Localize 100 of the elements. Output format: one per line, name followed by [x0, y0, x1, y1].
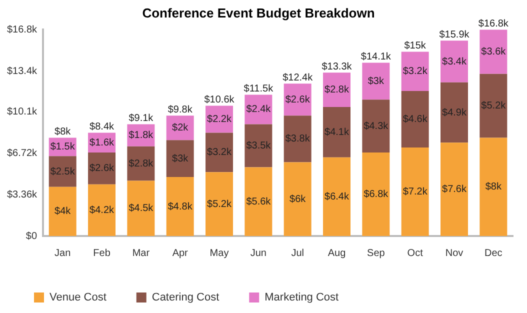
bar: [48, 156, 76, 187]
data-label: $2.8k: [128, 158, 154, 170]
data-label: $6.8k: [364, 188, 390, 200]
total-label: $11.5k: [244, 83, 274, 94]
data-label: $4.3k: [364, 120, 390, 132]
bar: [127, 180, 155, 236]
bar: [284, 162, 312, 236]
x-tick-label: Dec: [484, 248, 502, 259]
bar: [401, 52, 429, 92]
data-label: $2.6k: [285, 94, 311, 106]
data-label: $2.4k: [246, 104, 272, 116]
data-label: $3k: [368, 76, 385, 87]
x-tick-label: Oct: [407, 248, 424, 259]
x-tick-label: Apr: [172, 248, 189, 259]
bar: [48, 186, 76, 236]
bar: [401, 148, 429, 236]
x-tick-label: Aug: [328, 248, 346, 259]
legend-label: Venue Cost: [50, 292, 106, 304]
data-label: $4.9k: [442, 107, 468, 118]
chart-title: Conference Event Budget Breakdown: [142, 5, 375, 20]
bar: [284, 84, 312, 116]
x-tick-label: Nov: [445, 248, 464, 259]
total-label: $12.4k: [282, 72, 314, 84]
y-tick-label: $13.4k: [6, 66, 38, 78]
total-label: $14.1k: [360, 52, 392, 63]
bar: [440, 40, 468, 82]
bar: [401, 91, 429, 148]
y-tick-label: $6.72k: [6, 148, 38, 160]
data-label: $8k: [485, 182, 502, 193]
data-label: $2.8k: [324, 84, 350, 96]
bar: [166, 140, 194, 178]
y-tick-label: $3.36k: [6, 189, 38, 200]
bar: [323, 72, 351, 107]
data-label: $5.6k: [246, 196, 272, 208]
data-label: $1.8k: [128, 130, 154, 142]
data-label: $3.5k: [246, 140, 272, 152]
data-label: $4.8k: [168, 201, 194, 212]
data-label: $6.4k: [324, 191, 350, 202]
data-label: $7.2k: [402, 186, 428, 198]
legend-label: Marketing Cost: [264, 292, 339, 304]
data-label: $3.6k: [481, 46, 507, 58]
y-tick-label: $10.1k: [6, 106, 38, 118]
data-label: $3.4k: [442, 56, 468, 68]
legend-label: Catering Cost: [152, 292, 220, 304]
total-label: $10.6k: [204, 94, 236, 106]
bar: [440, 142, 468, 236]
bar: [362, 100, 390, 152]
x-tick-label: Jun: [250, 248, 266, 259]
bar: [244, 167, 272, 236]
bar: [88, 184, 116, 236]
total-label: $9.8k: [168, 104, 194, 116]
data-label: $4.2k: [90, 204, 115, 216]
data-label: $7.6k: [442, 184, 468, 196]
data-label: $4k: [54, 206, 72, 218]
bar: [480, 30, 508, 74]
data-label: $2.6k: [90, 163, 115, 174]
total-label: $8k: [54, 126, 72, 138]
y-tick-label: $0: [26, 230, 38, 242]
data-label: $2k: [172, 122, 190, 134]
bar: [206, 132, 234, 172]
y-tick-label: $16.8k: [6, 24, 38, 36]
bar: [166, 116, 194, 140]
total-label: $9.1k: [128, 112, 154, 124]
bar: [362, 152, 390, 236]
bar: [362, 62, 390, 100]
data-label: $6k: [290, 194, 307, 205]
data-label: $5.2k: [481, 100, 507, 112]
bar: [480, 74, 508, 138]
data-label: $2.2k: [207, 114, 232, 126]
bar: [323, 157, 351, 236]
data-label: $3.2k: [207, 147, 232, 158]
data-label: $1.6k: [90, 137, 115, 148]
bar: [440, 82, 468, 143]
data-label: $4.6k: [402, 114, 428, 126]
data-label: $1.5k: [50, 142, 76, 153]
bar: [244, 124, 272, 168]
data-label: $3.8k: [285, 134, 311, 145]
bar: [166, 177, 194, 236]
x-tick-label: Mar: [132, 248, 150, 259]
bar: [284, 116, 312, 162]
total-label: $8.4k: [90, 122, 115, 133]
total-label: $16.8k: [478, 18, 510, 30]
bar: [206, 172, 234, 236]
x-tick-label: Sep: [367, 248, 386, 259]
total-label: $15.9k: [439, 29, 470, 40]
bar: [88, 152, 116, 184]
data-label: $2.5k: [50, 166, 76, 178]
data-label: $4.1k: [324, 126, 350, 138]
bar: [480, 138, 508, 236]
x-tick-label: Jul: [291, 248, 304, 259]
total-label: $13.3k: [322, 61, 353, 72]
x-tick-label: Feb: [93, 248, 111, 259]
bar: [323, 107, 351, 158]
data-label: $4.5k: [128, 203, 154, 214]
total-label: $15k: [404, 40, 427, 52]
data-label: $3k: [172, 153, 190, 164]
data-label: $3.2k: [402, 66, 428, 78]
x-tick-label: Jan: [54, 248, 71, 259]
data-label: $5.2k: [207, 198, 232, 210]
x-tick-label: May: [210, 248, 229, 259]
